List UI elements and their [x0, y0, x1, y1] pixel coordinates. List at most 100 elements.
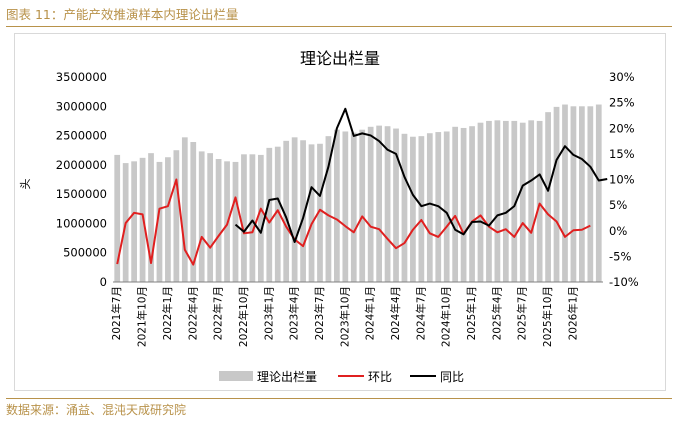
chart-frame: 理论出栏量 头 0 500000 1000000 1500000 2000000 2500… [14, 33, 666, 391]
bar [114, 154, 121, 282]
x-tick-label: 2025年1月 [465, 286, 478, 340]
axes: 0 500000 1000000 1500000 2000000 2500000 30000… [56, 70, 639, 347]
bar [486, 120, 492, 283]
legend: 理论出栏量 环比 同比 [219, 369, 464, 384]
x-tick-label: 2024年10月 [440, 286, 453, 347]
bar [376, 125, 382, 282]
y-right-tick-label: 5% [609, 198, 627, 212]
bar [300, 140, 306, 282]
bar [181, 137, 188, 282]
bar [502, 120, 509, 283]
bar [384, 126, 391, 282]
y-left-unit-label: 头 [19, 179, 32, 190]
bar [536, 120, 543, 283]
bar [198, 151, 205, 282]
legend-label-mom: 环比 [368, 370, 392, 384]
bar [342, 131, 349, 282]
x-tick-label: 2023年7月 [313, 286, 326, 340]
figure-caption-bar: 图表 11：产能产效推演样本内理论出栏量 [6, 4, 672, 27]
bar [545, 112, 551, 282]
bar [266, 147, 273, 282]
chart-title: 理论出栏量 [300, 49, 380, 68]
bar [148, 153, 154, 282]
bar [131, 161, 137, 282]
bar [257, 154, 264, 282]
y-right-tick-label: -10% [609, 275, 639, 289]
x-tick-label: 2023年1月 [262, 286, 275, 340]
y-left-tick-label: 3000000 [56, 99, 107, 113]
bar [359, 129, 366, 282]
bar [393, 128, 399, 282]
y-left-tick-label: 0 [100, 275, 107, 289]
x-tick-label: 2025年4月 [490, 286, 503, 340]
bar [410, 136, 416, 282]
x-tick-label: 2023年10月 [338, 286, 351, 347]
legend-label-yoy: 同比 [440, 370, 464, 384]
figure-caption: 图表 11：产能产效推演样本内理论出栏量 [6, 7, 239, 22]
y-left-tick-label: 2000000 [56, 158, 107, 172]
bar [317, 143, 323, 282]
x-tick-label: 2024年7月 [414, 286, 427, 340]
bar [477, 122, 484, 282]
bar [291, 137, 298, 282]
y-right-tick-label: 30% [609, 70, 635, 84]
x-tick-label: 2022年1月 [161, 286, 174, 340]
bar [401, 133, 408, 282]
bar [570, 106, 577, 282]
x-tick-label: 2021年10月 [136, 286, 149, 347]
bar [426, 133, 433, 282]
y-right-tick-label: 20% [609, 121, 635, 135]
chart-svg: 理论出栏量 头 0 500000 1000000 1500000 2000000 2500… [19, 49, 639, 384]
x-tick-label: 2022年10月 [237, 286, 250, 347]
bar [350, 132, 357, 282]
bar [308, 144, 315, 282]
bar [443, 131, 450, 282]
y-right-tick-label: 25% [609, 96, 635, 110]
bar [528, 120, 535, 282]
y-right-tick-label: 0% [609, 224, 627, 238]
y-right-tick-label: 10% [609, 173, 635, 187]
y-right-tick-label: 15% [609, 147, 635, 161]
x-tick-label: 2025年7月 [516, 286, 529, 340]
bar [274, 146, 281, 282]
x-tick-label: 2025年10月 [541, 286, 554, 347]
bar [283, 140, 290, 282]
bar [519, 122, 526, 282]
legend-swatch-bar [219, 371, 253, 381]
x-tick-label: 2022年4月 [186, 286, 199, 340]
bar [579, 106, 585, 282]
bar [325, 136, 332, 282]
bar [553, 106, 560, 283]
yoy-line [234, 107, 608, 244]
bar [165, 157, 171, 282]
y-left-tick-label: 3500000 [56, 70, 107, 84]
x-tick-label: 2023年4月 [288, 286, 301, 340]
x-tick-label: 2021年7月 [110, 286, 123, 340]
source-note: 数据来源：涌益、混沌天成研究院 [6, 403, 187, 417]
x-tick-label: 2022年7月 [212, 286, 225, 340]
source-bar: 数据来源：涌益、混沌天成研究院 [6, 398, 672, 421]
bar [469, 126, 475, 282]
bar [232, 161, 239, 282]
x-tick-label: 2026年1月 [566, 286, 579, 340]
x-tick-label: 2024年1月 [364, 286, 377, 340]
bar [207, 153, 214, 282]
bar [562, 104, 568, 282]
bar [494, 120, 501, 282]
bar [334, 129, 340, 282]
y-left-tick-label: 1500000 [56, 187, 107, 201]
bar [587, 106, 594, 282]
mom-line [116, 178, 591, 266]
bar [452, 126, 459, 282]
bar [249, 154, 256, 282]
y-left-tick-label: 500000 [63, 246, 107, 260]
y-right-tick-label: -5% [609, 249, 631, 263]
bar [190, 142, 197, 282]
bar [595, 104, 602, 282]
bar [511, 120, 518, 283]
bar [215, 159, 222, 282]
legend-label-bar: 理论出栏量 [257, 369, 317, 384]
bar [241, 154, 247, 282]
y-left-tick-label: 2500000 [56, 129, 107, 143]
y-left-tick-label: 1000000 [56, 216, 107, 230]
